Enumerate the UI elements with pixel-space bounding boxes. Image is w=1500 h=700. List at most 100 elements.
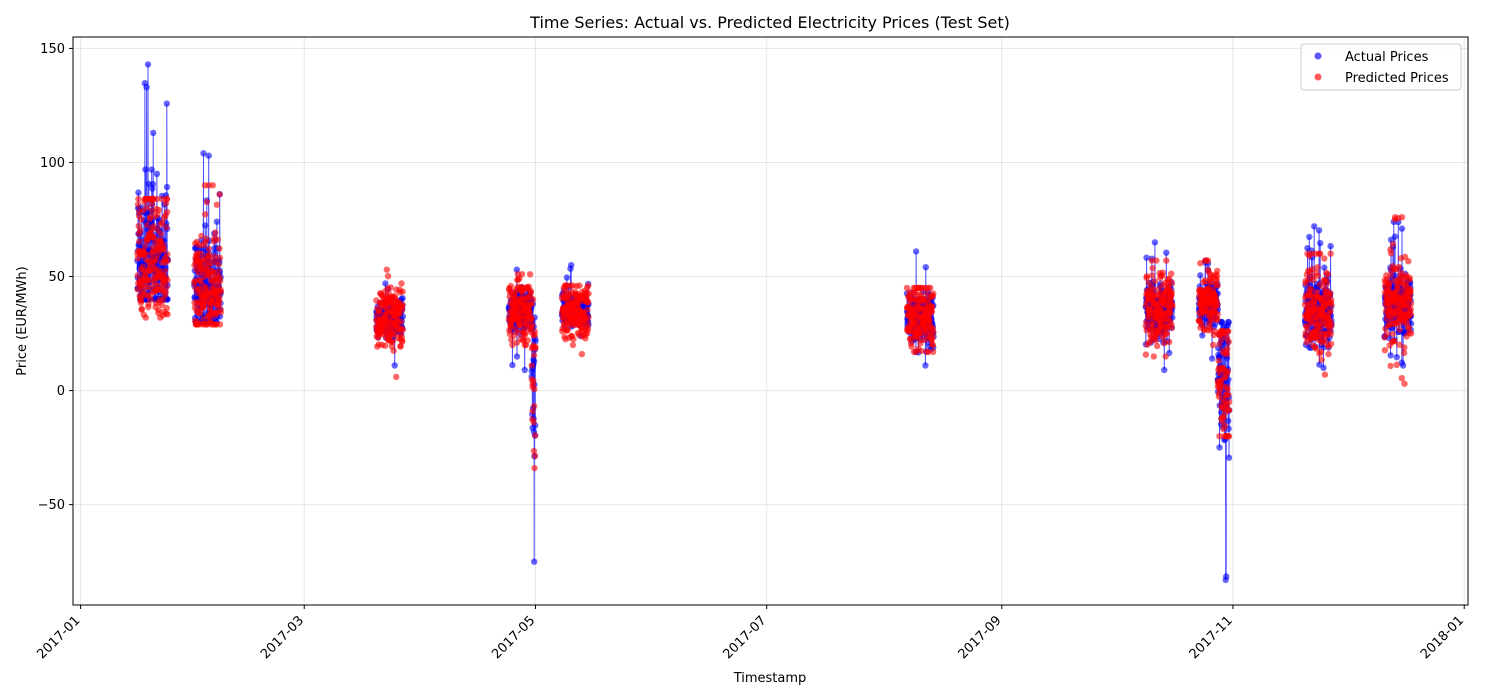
plot-frame [72,36,1469,606]
predicted-price-point [1387,362,1394,370]
predicted-price-point [1224,386,1231,394]
predicted-price-point [1169,302,1176,310]
predicted-price-point [1225,433,1233,440]
predicted-price-point [928,308,936,316]
predicted-price-point [144,221,151,229]
predicted-price-point [398,280,405,287]
y-tick-label: 50 [48,270,65,285]
predicted-price-point [531,452,539,460]
predicted-price-point [1328,322,1335,329]
predicted-price-point [1143,318,1150,326]
predicted-price-point [1401,253,1409,260]
predicted-price-point [584,299,592,306]
actual-price-point [1218,318,1226,326]
predicted-price-point [1389,330,1396,337]
predicted-price-point [908,343,915,350]
predicted-price-point [529,296,537,303]
actual-price-point [148,166,155,173]
predicted-price-point [1209,341,1217,349]
predicted-price-point [1314,272,1322,280]
actual-price-point [399,295,406,302]
actual-price-point [135,189,142,196]
predicted-price-point [1395,263,1403,271]
actual-price-point [1161,366,1168,374]
predicted-price-point [578,350,586,358]
predicted-price-point [147,213,154,221]
predicted-price-point [1324,270,1332,278]
actual-price-point [1320,364,1327,371]
actual-price-point [1225,417,1232,425]
predicted-price-point [585,313,592,321]
predicted-price-point [164,277,171,284]
legend-predicted-marker [1314,73,1322,81]
actual-price-point [382,280,389,287]
predicted-price-point [397,318,405,325]
actual-price-point [1398,225,1406,232]
predicted-price-point [158,301,165,309]
predicted-price-point [584,326,592,333]
predicted-price-point [203,198,210,206]
predicted-price-point [927,284,934,292]
predicted-price-point [151,234,158,241]
predicted-price-point [528,362,535,369]
predicted-price-point [1308,286,1315,294]
predicted-price-point [531,385,538,393]
predicted-price-point [1218,336,1225,343]
x-axis-label: Timestamp [733,671,807,686]
predicted-price-point [143,204,151,211]
predicted-price-point [162,288,169,296]
predicted-price-point [1148,257,1156,264]
predicted-price-point [399,338,406,345]
actual-price-point [1393,354,1401,361]
predicted-price-point [1405,258,1412,265]
actual-price-point [1391,233,1399,240]
actual-price-point [509,361,516,369]
predicted-price-point [163,224,170,231]
actual-price-point [1208,355,1216,362]
actual-price-point [922,264,929,271]
predicted-price-point [518,271,526,278]
predicted-price-point [1223,351,1231,358]
legend-actual-marker [1314,52,1322,60]
predicted-price-point [1313,345,1320,352]
predicted-price-point [1197,260,1204,267]
predicted-price-point [216,245,223,252]
predicted-price-point [584,306,591,313]
predicted-price-point [163,283,170,291]
actual-price-point [1225,454,1233,461]
predicted-price-point [137,227,144,234]
y-tick-label: 0 [57,384,65,399]
actual-price-point [205,152,212,159]
actual-price-point [1399,362,1407,369]
predicted-price-point [1163,330,1171,337]
predicted-price-point [530,377,537,384]
predicted-price-point [134,201,142,208]
actual-price-point [1311,223,1318,230]
predicted-price-point [1163,257,1170,264]
predicted-price-point [163,304,170,312]
actual-price-point [149,180,157,188]
actual-price-point [1151,239,1159,246]
predicted-price-point [570,335,577,343]
predicted-price-point [1161,339,1168,347]
predicted-price-point [211,253,218,260]
predicted-price-point [1214,267,1221,275]
predicted-price-point [1168,270,1175,277]
predicted-price-point [1386,283,1393,291]
predicted-price-point [1381,347,1389,354]
predicted-price-point [1221,422,1229,429]
predicted-price-point [1398,375,1406,382]
predicted-price-point [1407,311,1415,318]
predicted-price-point [1214,282,1221,289]
predicted-price-point [1321,371,1329,378]
actual-price-point [1197,272,1204,279]
predicted-price-point [1149,272,1156,279]
predicted-price-point [142,242,149,250]
predicted-price-point [507,282,514,290]
predicted-price-point [918,347,925,354]
predicted-price-point [393,373,400,381]
predicted-price-point [1405,325,1413,332]
predicted-price-point [141,250,149,257]
actual-price-point [142,166,149,173]
predicted-price-point [1302,329,1310,336]
